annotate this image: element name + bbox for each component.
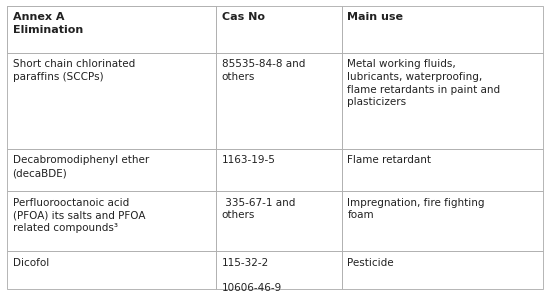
Text: Cas No: Cas No bbox=[222, 12, 265, 22]
Text: Perfluorooctanoic acid
(PFOA) its salts and PFOA
related compounds³: Perfluorooctanoic acid (PFOA) its salts … bbox=[13, 198, 145, 233]
Text: Decabromodiphenyl ether
(decaBDE): Decabromodiphenyl ether (decaBDE) bbox=[13, 155, 149, 178]
Bar bbox=[7, 6, 216, 53]
Bar bbox=[342, 53, 543, 149]
Text: Impregnation, fire fighting
foam: Impregnation, fire fighting foam bbox=[347, 198, 485, 220]
Bar bbox=[7, 6, 216, 53]
Text: 1163-19-5: 1163-19-5 bbox=[222, 155, 275, 165]
Text: Short chain chlorinated
paraffins (SCCPs): Short chain chlorinated paraffins (SCCPs… bbox=[13, 59, 135, 82]
Text: Flame retardant: Flame retardant bbox=[347, 155, 432, 165]
Text: Dicofol: Dicofol bbox=[13, 258, 49, 267]
Text: 85535-84-8 and
others: 85535-84-8 and others bbox=[222, 59, 305, 82]
Bar bbox=[216, 191, 342, 251]
Text: 115-32-2

10606-46-9: 115-32-2 10606-46-9 bbox=[222, 258, 282, 292]
Text: Pesticide: Pesticide bbox=[347, 258, 394, 267]
Bar bbox=[342, 6, 543, 53]
Bar bbox=[7, 53, 216, 149]
Bar bbox=[216, 149, 342, 191]
Bar bbox=[7, 191, 216, 251]
Bar bbox=[342, 191, 543, 251]
Bar bbox=[7, 251, 216, 289]
Bar bbox=[342, 149, 543, 191]
Bar bbox=[216, 53, 342, 149]
Text: Main use: Main use bbox=[347, 12, 403, 22]
Bar bbox=[216, 251, 342, 289]
Text: Annex A
Elimination: Annex A Elimination bbox=[13, 12, 83, 35]
Bar bbox=[342, 251, 543, 289]
Text: Metal working fluids,
lubricants, waterproofing,
flame retardants in paint and
p: Metal working fluids, lubricants, waterp… bbox=[347, 59, 501, 107]
Bar bbox=[7, 149, 216, 191]
Bar bbox=[216, 6, 342, 53]
Text: 335-67-1 and
others: 335-67-1 and others bbox=[222, 198, 295, 220]
